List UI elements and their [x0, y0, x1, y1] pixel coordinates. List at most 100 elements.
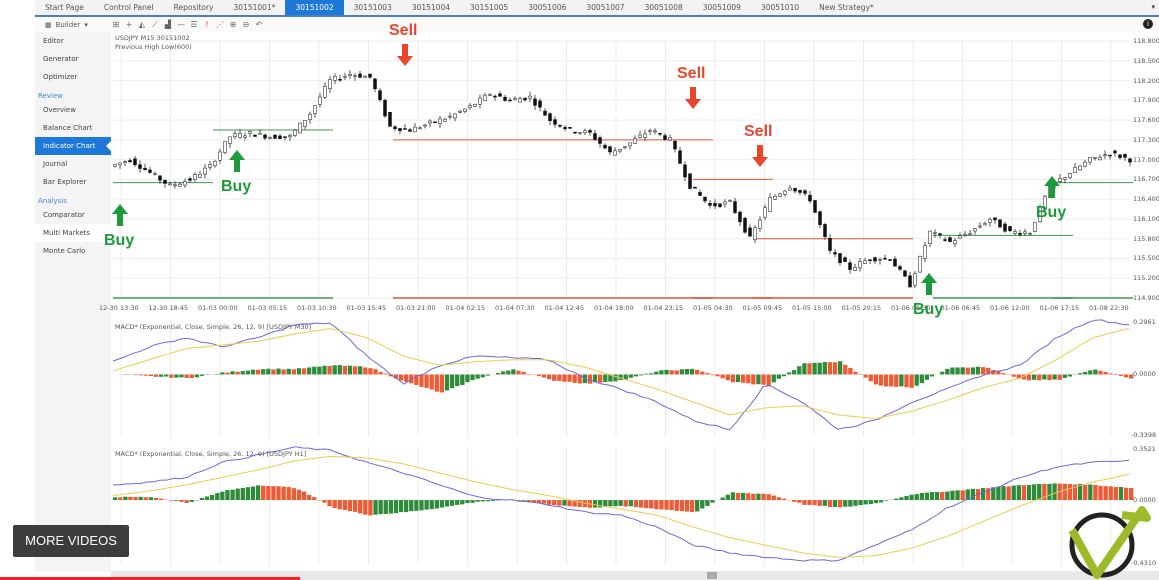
sidebar-item-monte-carlo[interactable]: Monte Carlo: [43, 247, 86, 255]
line-chart-icon[interactable]: ⟋: [152, 19, 158, 29]
macd-histogram-bar: [1001, 486, 1006, 501]
macd-histogram-bar: [480, 500, 485, 502]
sidebar-item-balance-chart[interactable]: Balance Chart: [43, 124, 93, 132]
video-progress-bar[interactable]: [0, 577, 300, 580]
candle-body: [918, 255, 922, 273]
candle-body: [483, 94, 487, 101]
tab-30151004[interactable]: 30151004: [411, 3, 450, 12]
macd-histogram-bar: [179, 500, 184, 502]
candle-body: [323, 86, 327, 98]
candle-body: [1018, 233, 1022, 235]
candle-body: [783, 190, 787, 195]
bar-icon[interactable]: ▟: [164, 19, 172, 29]
reset-icon[interactable]: ↶: [255, 19, 263, 29]
candle-body: [123, 161, 127, 163]
macd-histogram-bar: [1011, 374, 1016, 377]
macd-histogram-bar: [843, 500, 848, 507]
y-tick-label: 116.100: [1133, 214, 1159, 223]
tab-30051009[interactable]: 30051009: [702, 3, 741, 12]
x-tick-label: 01-05 20:15: [841, 304, 882, 312]
candle-body: [1003, 223, 1007, 232]
candle-body: [493, 95, 497, 98]
tab-30051010[interactable]: 30051010: [760, 3, 800, 12]
candle-body: [893, 258, 897, 267]
macd-histogram-bar: [1016, 485, 1021, 501]
macd-histogram-bar: [792, 500, 797, 502]
exclamation-icon[interactable]: !: [205, 19, 209, 29]
macd-histogram-bar: [536, 374, 542, 377]
macd-histogram-bar: [751, 374, 756, 385]
candle-body: [298, 122, 302, 134]
sidebar-item-generator[interactable]: Generator: [43, 55, 79, 63]
macd-histogram-bar: [899, 497, 904, 501]
tab-control-panel[interactable]: Control Panel: [103, 3, 154, 12]
tab-new-strategy-[interactable]: New Strategy*: [819, 3, 874, 12]
macd-histogram-bar: [638, 374, 644, 376]
candle-body: [1063, 177, 1067, 180]
scatter-icon[interactable]: ⋰: [216, 19, 224, 29]
candle-body: [118, 162, 122, 166]
zoom-out-icon[interactable]: ⊖: [242, 19, 250, 29]
tab-30151003[interactable]: 30151003: [353, 3, 392, 12]
signal-line: [112, 455, 1130, 558]
tab-repository[interactable]: Repository: [173, 3, 214, 12]
scrollbar-thumb[interactable]: [707, 572, 717, 579]
macd-histogram-bar: [281, 369, 286, 375]
macd-histogram-bar: [475, 374, 480, 379]
tab-30051006[interactable]: 30051006: [528, 3, 567, 12]
sidebar-item-comparator[interactable]: Comparator: [43, 211, 85, 219]
info-icon[interactable]: i: [1143, 19, 1153, 29]
indicator-label: Previous High Low(600): [115, 43, 192, 51]
sidebar-item-journal[interactable]: Journal: [43, 160, 68, 168]
candle-body: [178, 183, 182, 187]
macd-histogram-bar: [623, 374, 628, 380]
candle-body: [688, 173, 692, 189]
tab-30151002[interactable]: 30151002: [285, 0, 344, 15]
macd-histogram-bar: [883, 500, 889, 501]
tab-start-page[interactable]: Start Page: [45, 3, 84, 12]
macd-histogram-bar: [613, 500, 618, 507]
macd-histogram-bar: [914, 494, 919, 501]
area-icon[interactable]: ◭: [138, 19, 146, 29]
candle-body: [1108, 154, 1112, 157]
x-tick-label: 12-30 13:30: [99, 304, 139, 312]
macd-histogram-bar: [843, 364, 848, 375]
grid-icon[interactable]: ⊞: [112, 19, 120, 29]
sidebar-item-editor[interactable]: Editor: [43, 37, 64, 45]
sidebar-item-overview[interactable]: Overview: [43, 106, 76, 114]
macd-histogram-bar: [562, 374, 567, 382]
macd-histogram-bar: [434, 500, 439, 509]
macd-histogram-bar: [1042, 374, 1047, 380]
sidebar-item-bar-explorer[interactable]: Bar Explorer: [43, 178, 87, 186]
candle-body: [313, 105, 317, 114]
crosshair-icon[interactable]: +: [125, 19, 133, 29]
builder-dropdown[interactable]: ▦ Builder ▾: [35, 21, 110, 29]
candle-body: [1083, 161, 1087, 167]
hline-icon[interactable]: —: [177, 19, 185, 29]
sidebar-item-optimizer[interactable]: Optimizer: [43, 73, 78, 81]
macd-histogram-bar: [603, 500, 608, 507]
macd-histogram-bar: [684, 500, 690, 512]
candle-body: [643, 133, 647, 138]
zoom-in-icon[interactable]: ⊕: [229, 19, 237, 29]
tab-30151001-[interactable]: 30151001*: [233, 3, 276, 12]
macd-histogram-bar: [169, 500, 174, 501]
more-videos-button[interactable]: MORE VIDEOS: [13, 525, 129, 557]
tab-30051007[interactable]: 30051007: [586, 3, 625, 12]
tab-30051008[interactable]: 30051008: [644, 3, 683, 12]
macd-histogram-bar: [715, 374, 720, 377]
macd-histogram-bar: [368, 368, 373, 375]
candle-body: [193, 174, 197, 180]
tab-30151005[interactable]: 30151005: [470, 3, 509, 12]
sidebar-item-multi-markets[interactable]: Multi Markets: [35, 224, 111, 242]
horizontal-scrollbar[interactable]: [111, 571, 1159, 580]
sidebar-item-indicator-chart[interactable]: Indicator Chart: [35, 137, 112, 155]
macd-histogram-bar: [322, 365, 327, 375]
macd-histogram-bar: [184, 500, 189, 503]
candle-body: [803, 190, 807, 194]
macd-histogram-bar: [919, 492, 924, 501]
levels-icon[interactable]: ☰: [190, 19, 198, 29]
tab-overflow-icon[interactable]: ▾: [1151, 3, 1155, 11]
macd-histogram-bar: [889, 374, 894, 387]
macd-histogram-bar: [654, 500, 659, 510]
